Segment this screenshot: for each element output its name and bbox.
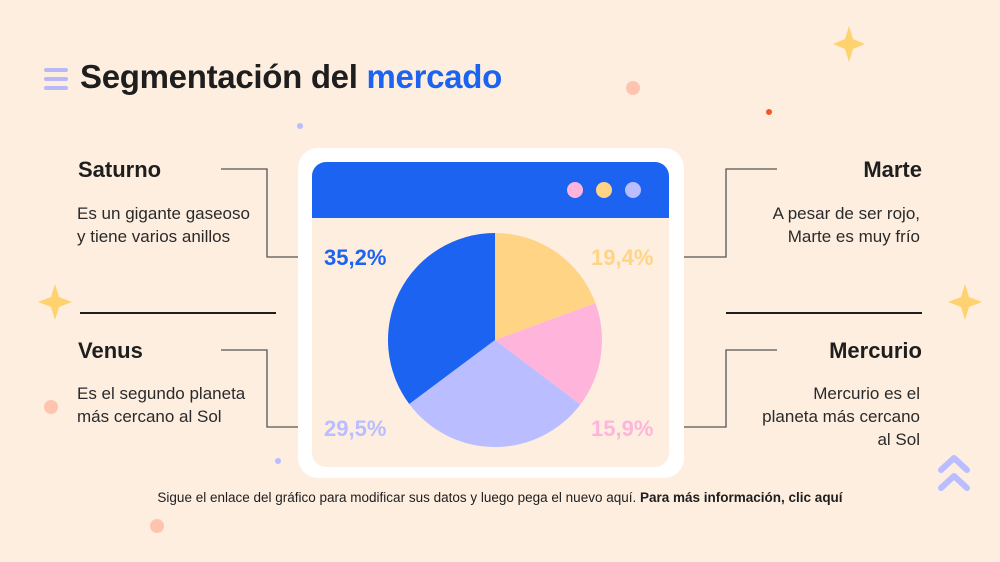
pie-label-venus: 29,5%	[324, 416, 386, 442]
pie-label-marte: 19,4%	[591, 245, 653, 271]
pie-label-saturno: 35,2%	[324, 245, 386, 271]
pie-chart[interactable]	[0, 0, 1000, 562]
more-info-link[interactable]: Para más información, clic aquí	[640, 490, 843, 505]
pie-label-mercurio: 15,9%	[591, 416, 653, 442]
footer-note: Sigue el enlace del gráfico para modific…	[0, 490, 1000, 505]
